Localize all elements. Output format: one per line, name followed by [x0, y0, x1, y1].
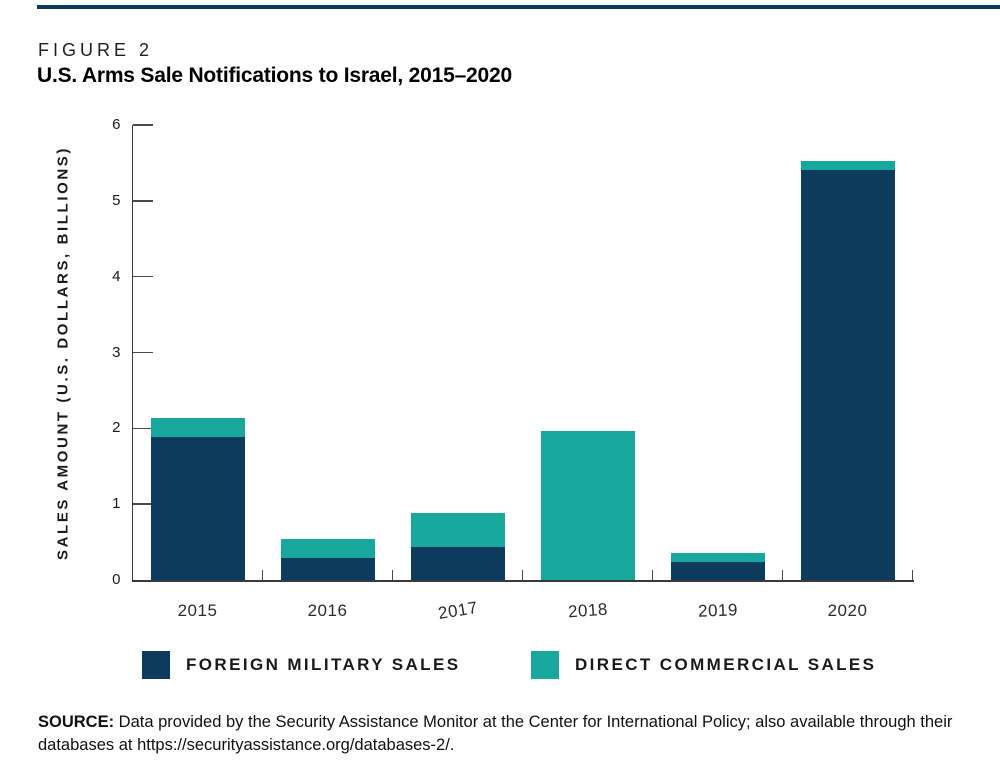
- y-tick-2: [132, 427, 153, 430]
- x-label-2018: 2018: [566, 599, 608, 622]
- y-axis-title: SALES AMOUNT (U.S. DOLLARS, BILLIONS): [54, 146, 72, 560]
- x-label-2019: 2019: [697, 600, 738, 621]
- legend-item-direct-commercial-sales: DIRECT COMMERCIAL SALES: [531, 651, 876, 679]
- bar-2015-fms: [150, 437, 245, 580]
- y-tick-6: [132, 124, 153, 126]
- y-tick-label-2: 2: [112, 419, 121, 437]
- y-tick-1: [132, 503, 153, 505]
- y-tick-label-5: 5: [112, 191, 121, 209]
- figure-label: FIGURE 2: [38, 40, 154, 60]
- bar-2019-fms: [670, 561, 765, 580]
- x-tick-4: [651, 570, 654, 580]
- top-rule: [37, 5, 1000, 9]
- y-tick-label-3: 3: [112, 343, 121, 361]
- x-tick-1: [261, 570, 264, 580]
- dcs-color-swatch: [531, 651, 559, 679]
- source-text: Data provided by the Security Assistance…: [38, 713, 953, 754]
- bar-2017-fms: [410, 546, 505, 580]
- x-label-2017: 2017: [436, 598, 479, 624]
- y-tick-label-4: 4: [112, 267, 121, 285]
- x-tick-5: [781, 570, 784, 580]
- y-tick-5: [132, 200, 153, 202]
- fms-color-swatch: [142, 651, 170, 679]
- x-axis-line: [131, 580, 914, 582]
- bar-2016-fms: [280, 558, 375, 580]
- bar-2020-dcs: [800, 161, 895, 170]
- x-label-2015: 2015: [177, 601, 218, 620]
- figure-title: U.S. Arms Sale Notifications to Israel, …: [37, 64, 512, 87]
- fms-legend-label: FOREIGN MILITARY SALES: [186, 655, 461, 674]
- x-tick-3: [521, 570, 524, 580]
- bar-2017-dcs: [410, 512, 505, 547]
- x-label-2016: 2016: [307, 601, 348, 620]
- x-label-2020: 2020: [827, 601, 868, 620]
- x-tick-6: [911, 570, 914, 580]
- y-tick-label-6: 6: [112, 116, 121, 133]
- y-tick-4: [132, 275, 153, 278]
- legend-item-foreign-military-sales: FOREIGN MILITARY SALES: [142, 651, 460, 679]
- bar-2015-dcs: [150, 418, 245, 438]
- dcs-legend-label: DIRECT COMMERCIAL SALES: [575, 655, 877, 674]
- bar-2019-dcs: [670, 552, 765, 562]
- bar-2020-fms: [800, 169, 895, 580]
- source-label: SOURCE:: [38, 713, 115, 731]
- bar-2018-dcs: [540, 431, 635, 580]
- bar-2016-dcs: [280, 539, 375, 558]
- y-axis-line: [131, 125, 134, 582]
- y-tick-3: [132, 351, 153, 354]
- x-tick-2: [391, 570, 394, 580]
- y-tick-label-0: 0: [112, 571, 121, 588]
- source-note: SOURCE: Data provided by the Security As…: [38, 711, 968, 757]
- y-tick-label-1: 1: [112, 495, 121, 513]
